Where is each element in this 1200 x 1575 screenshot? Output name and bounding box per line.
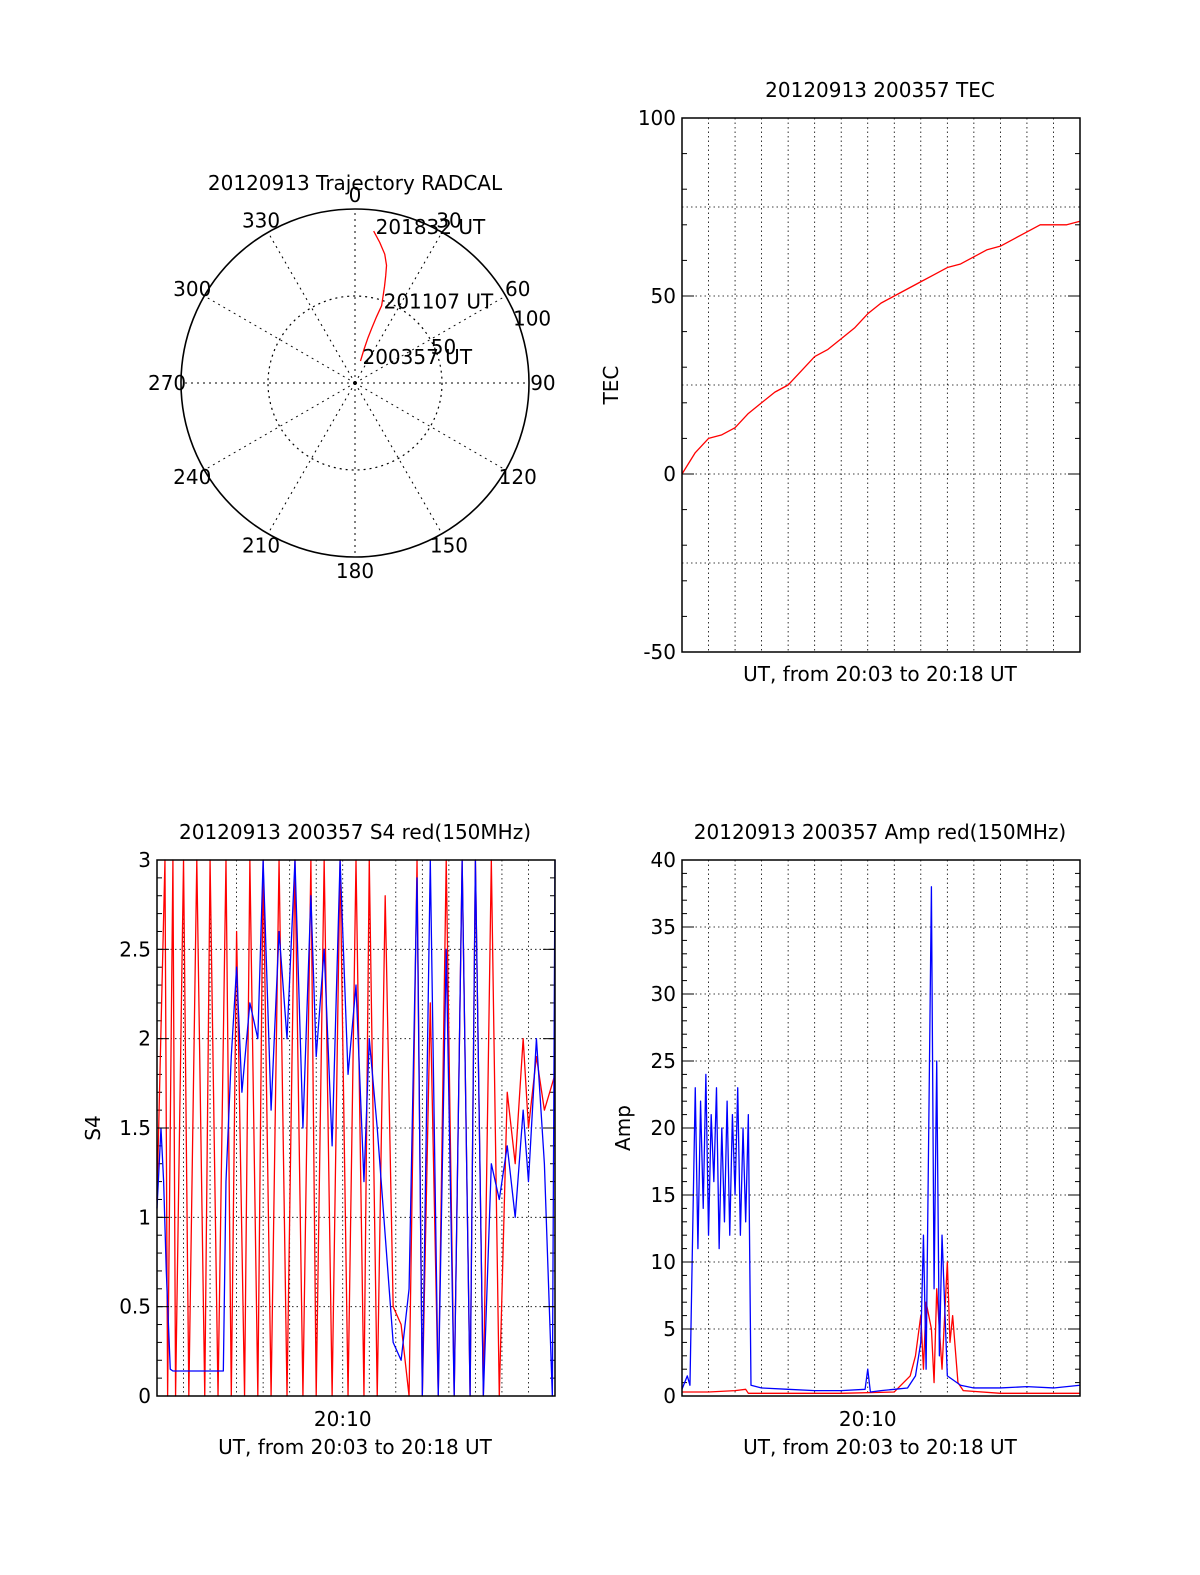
polar-grid <box>180 208 530 558</box>
tec-ytick-label-2: 50 <box>651 284 676 308</box>
s4-ytick-label-1: 0.5 <box>119 1295 151 1319</box>
amp-ytick-label-5: 25 <box>651 1049 676 1073</box>
tec-frame <box>681 117 1081 653</box>
polar-angle-labels: 0 30 60 90 120 150 180 210 240 270 300 330 <box>148 183 556 583</box>
amp-ytick-label-1: 5 <box>663 1317 676 1341</box>
amp-ytick-label-0: 0 <box>663 1384 676 1408</box>
s4-series-blue <box>156 859 556 1397</box>
polar-trajectory: 201832 UT 201107 UT 200357 UT <box>359 215 494 369</box>
polar-spoke-300 <box>204 295 356 384</box>
amp-ytick-label-4: 20 <box>651 1116 676 1140</box>
amp-plot-area: 0 5 10 15 20 25 30 35 40 20:10 <box>651 848 1081 1431</box>
amp-ytick-label-7: 35 <box>651 915 676 939</box>
polar-angle-label-270: 270 <box>148 371 186 395</box>
polar-spoke-330 <box>267 232 356 384</box>
polar-ring-inner <box>267 295 443 471</box>
s4-ytick-label-6: 3 <box>138 848 151 872</box>
polar-radial-label-100: 100 <box>513 306 551 330</box>
polar-angle-label-0: 0 <box>349 183 362 207</box>
polar-angle-label-300: 300 <box>173 277 211 301</box>
polar-angle-label-150: 150 <box>430 534 468 558</box>
amp-ytick-label-3: 15 <box>651 1183 676 1207</box>
tec-ytick-label-1: 0 <box>663 462 676 486</box>
polar-angle-label-240: 240 <box>173 465 211 489</box>
polar-spoke-240 <box>204 382 356 471</box>
s4-plot-area: 0 0.5 1 1.5 2 2.5 3 20:10 <box>119 848 556 1431</box>
s4-ytick-label-5: 2.5 <box>119 937 151 961</box>
polar-title: 20120913 Trajectory RADCAL <box>208 171 503 195</box>
polar-time-label-2: 200357 UT <box>362 345 472 369</box>
tec-ytick-label-3: 100 <box>638 106 676 130</box>
polar-trajectory-line <box>359 230 388 362</box>
tec-series-TEC <box>681 220 1081 475</box>
tec-ylabel: TEC <box>599 366 623 406</box>
amp-xtick-label-0: 20:10 <box>839 1407 897 1431</box>
polar-spoke-30 <box>354 232 443 384</box>
polar-angle-label-330: 330 <box>242 208 280 232</box>
polar-angle-label-180: 180 <box>336 559 374 583</box>
polar-angle-label-210: 210 <box>242 534 280 558</box>
s4-chart-panel: 20120913 200357 S4 red(150MHz) S4 UT, fr… <box>81 820 556 1459</box>
s4-ytick-label-0: 0 <box>138 1384 151 1408</box>
amp-ytick-label-2: 10 <box>651 1250 676 1274</box>
polar-ring-outer <box>180 208 530 558</box>
polar-angle-label-30: 30 <box>436 208 461 232</box>
amp-xlabel: UT, from 20:03 to 20:18 UT <box>743 1435 1018 1459</box>
polar-spoke-60 <box>354 295 506 384</box>
amp-title: 20120913 200357 Amp red(150MHz) <box>694 820 1066 844</box>
amp-ytick-label-8: 40 <box>651 848 676 872</box>
polar-radial-labels: 50 100 <box>431 306 551 359</box>
polar-angle-label-90: 90 <box>530 371 555 395</box>
amp-ylabel: Amp <box>611 1105 635 1151</box>
tec-ytick-label-0: -50 <box>643 640 676 664</box>
polar-angle-label-120: 120 <box>499 465 537 489</box>
s4-title: 20120913 200357 S4 red(150MHz) <box>179 820 531 844</box>
s4-ytick-label-4: 2 <box>138 1027 151 1051</box>
polar-time-label-0: 201832 UT <box>376 215 486 239</box>
tec-plot-area: -50 0 50 100 <box>638 106 1081 664</box>
s4-ytick-label-3: 1.5 <box>119 1116 151 1140</box>
tec-xlabel: UT, from 20:03 to 20:18 UT <box>743 662 1018 686</box>
amp-chart-panel: 20120913 200357 Amp red(150MHz) Amp UT, … <box>611 820 1081 1459</box>
polar-trajectory-panel: 20120913 Trajectory RADCAL 0 30 60 90 120 150… <box>148 171 556 583</box>
s4-ytick-label-2: 1 <box>138 1205 151 1229</box>
s4-xlabel: UT, from 20:03 to 20:18 UT <box>218 1435 493 1459</box>
amp-ytick-label-6: 30 <box>651 982 676 1006</box>
polar-spoke-120 <box>354 382 506 471</box>
tec-chart-panel: 20120913 200357 TEC TEC UT, from 20:03 t… <box>599 78 1081 686</box>
s4-xtick-label-0: 20:10 <box>314 1407 372 1431</box>
amp-series-blue <box>681 886 1081 1393</box>
tec-title: 20120913 200357 TEC <box>765 78 995 102</box>
polar-angle-label-60: 60 <box>505 277 530 301</box>
polar-spoke-150 <box>354 382 443 534</box>
amp-series-red <box>682 1261 1080 1394</box>
polar-radial-label-50: 50 <box>431 335 456 359</box>
polar-spoke-210 <box>267 382 356 534</box>
s4-ylabel: S4 <box>81 1115 105 1140</box>
polar-time-label-1: 201107 UT <box>384 290 494 314</box>
